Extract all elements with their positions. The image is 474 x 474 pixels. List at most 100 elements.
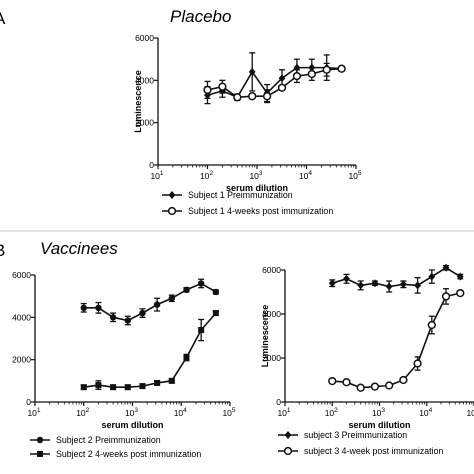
y-tick-label: 2000	[135, 118, 154, 128]
series-2-point	[248, 92, 257, 101]
y-tick-label: 0	[276, 397, 281, 407]
series-2-point	[154, 379, 161, 386]
x-tick-label: 104	[174, 407, 187, 418]
x-tick-label: 102	[200, 170, 213, 181]
legend-1-label: Subject 1 Preimmunization	[188, 190, 293, 200]
series-2-point	[95, 382, 102, 389]
x-tick-label: 103	[125, 407, 138, 418]
series-1-point	[80, 304, 87, 312]
series-2-point	[292, 71, 302, 81]
legend-1-marker	[36, 436, 44, 444]
y-tick-label: 4000	[12, 312, 31, 322]
x-tick-label: 101	[27, 407, 40, 418]
series-1-point	[248, 67, 256, 76]
series-2-point	[183, 354, 190, 361]
series-1-point	[197, 280, 205, 287]
y-tick-label: 4000	[135, 75, 154, 85]
legend-1-marker	[284, 431, 292, 439]
series-2-point	[441, 292, 451, 301]
series-1-point	[109, 314, 117, 321]
series-2-line	[83, 312, 217, 388]
y-tick-label: 6000	[135, 33, 154, 43]
legend-1-label: Subject 2 Preimmunization	[56, 435, 161, 445]
series-2-point	[413, 359, 422, 368]
x-tick-label: 104	[419, 407, 432, 418]
legend-1-label: subject 3 Preimmunization	[304, 430, 407, 440]
series-2-point	[399, 375, 408, 385]
x-axis-label: serum dilution	[101, 420, 163, 430]
legend-2-label: subject 3 4-week post immunization	[304, 446, 443, 456]
y-tick-label: 0	[26, 397, 31, 407]
series-2-line	[332, 292, 461, 389]
series-1-point	[371, 279, 379, 288]
series-2-point	[203, 85, 212, 95]
series-2-point	[322, 65, 331, 74]
y-tick-label: 2000	[262, 353, 281, 363]
x-axis-label: serum dilution	[226, 183, 288, 193]
series-2-point	[212, 310, 219, 317]
series-1-line	[83, 282, 217, 322]
series-2-point	[342, 378, 351, 387]
x-tick-label: 104	[299, 170, 312, 181]
x-tick-label: 102	[325, 407, 338, 418]
series-1-point	[399, 280, 407, 289]
series-2-point	[198, 327, 205, 334]
series-2-point	[110, 384, 117, 391]
series-2-point	[262, 92, 272, 101]
series-1-point	[139, 309, 146, 317]
series-1-line	[207, 66, 342, 99]
series-2-point	[328, 376, 337, 386]
chart-vaccinee-subject-3: 0 2000 4000 6000 101 102 103 104 105 serum diluti…	[260, 263, 474, 456]
series-1-point	[212, 288, 220, 296]
x-tick-label: 105	[466, 407, 474, 418]
series-2-point	[277, 83, 287, 92]
series-1-point	[442, 263, 450, 272]
x-tick-label: 101	[277, 407, 290, 418]
series-2-point	[456, 288, 465, 298]
legend-2-marker	[167, 206, 177, 216]
series-1-point	[414, 281, 421, 290]
series-2-point	[384, 381, 394, 390]
y-tick-label: 6000	[12, 270, 31, 280]
series-1-point	[124, 317, 131, 324]
y-axis-label: Luminescence	[260, 305, 270, 368]
series-1-point	[385, 282, 393, 291]
panel-a-title: Placebo	[170, 7, 231, 26]
series-2-point	[356, 383, 365, 392]
y-tick-label: 6000	[262, 265, 281, 275]
series-1-point	[183, 286, 190, 294]
series-1-point	[168, 295, 176, 302]
x-tick-label: 103	[372, 407, 385, 418]
series-1-line	[332, 266, 461, 288]
series-2-point	[218, 82, 227, 91]
series-1-point	[328, 279, 336, 288]
panel-b-title: Vaccinees	[40, 239, 118, 258]
series-2-point	[427, 320, 436, 330]
series-2-point	[124, 384, 131, 391]
x-axis-label: serum dilution	[348, 420, 410, 430]
y-tick-label: 2000	[12, 355, 31, 365]
series-2-point	[233, 93, 242, 102]
chart-placebo: 0 2000 4000 6000 101 102 103 104 105 serum diluti…	[133, 33, 362, 216]
chart-vaccinee-subject-2: 0 2000 4000 6000 101 102 103 104 105 serum diluti…	[12, 270, 236, 459]
series-2-line	[207, 67, 342, 99]
x-tick-label: 105	[222, 407, 235, 418]
legend-1-marker	[168, 191, 176, 199]
series-1-point	[428, 272, 436, 281]
series-2-point	[80, 384, 87, 391]
x-tick-label: 102	[76, 407, 89, 418]
x-tick-label: 105	[348, 170, 361, 181]
x-tick-label: 101	[150, 170, 163, 181]
series-2-point	[370, 382, 380, 391]
legend-2-label: Subject 2 4-weeks post immunization	[56, 449, 201, 459]
y-tick-label: 4000	[262, 309, 281, 319]
series-2-point	[139, 383, 146, 390]
y-axis-label: Luminescence	[133, 70, 143, 133]
x-tick-label: 103	[249, 170, 262, 181]
legend-2-label: Subject 1 4-weeks post immunization	[188, 206, 333, 216]
series-1-point	[95, 304, 102, 312]
series-1-point	[357, 281, 365, 290]
legend-2-marker	[283, 446, 293, 456]
series-2-point	[307, 69, 316, 79]
